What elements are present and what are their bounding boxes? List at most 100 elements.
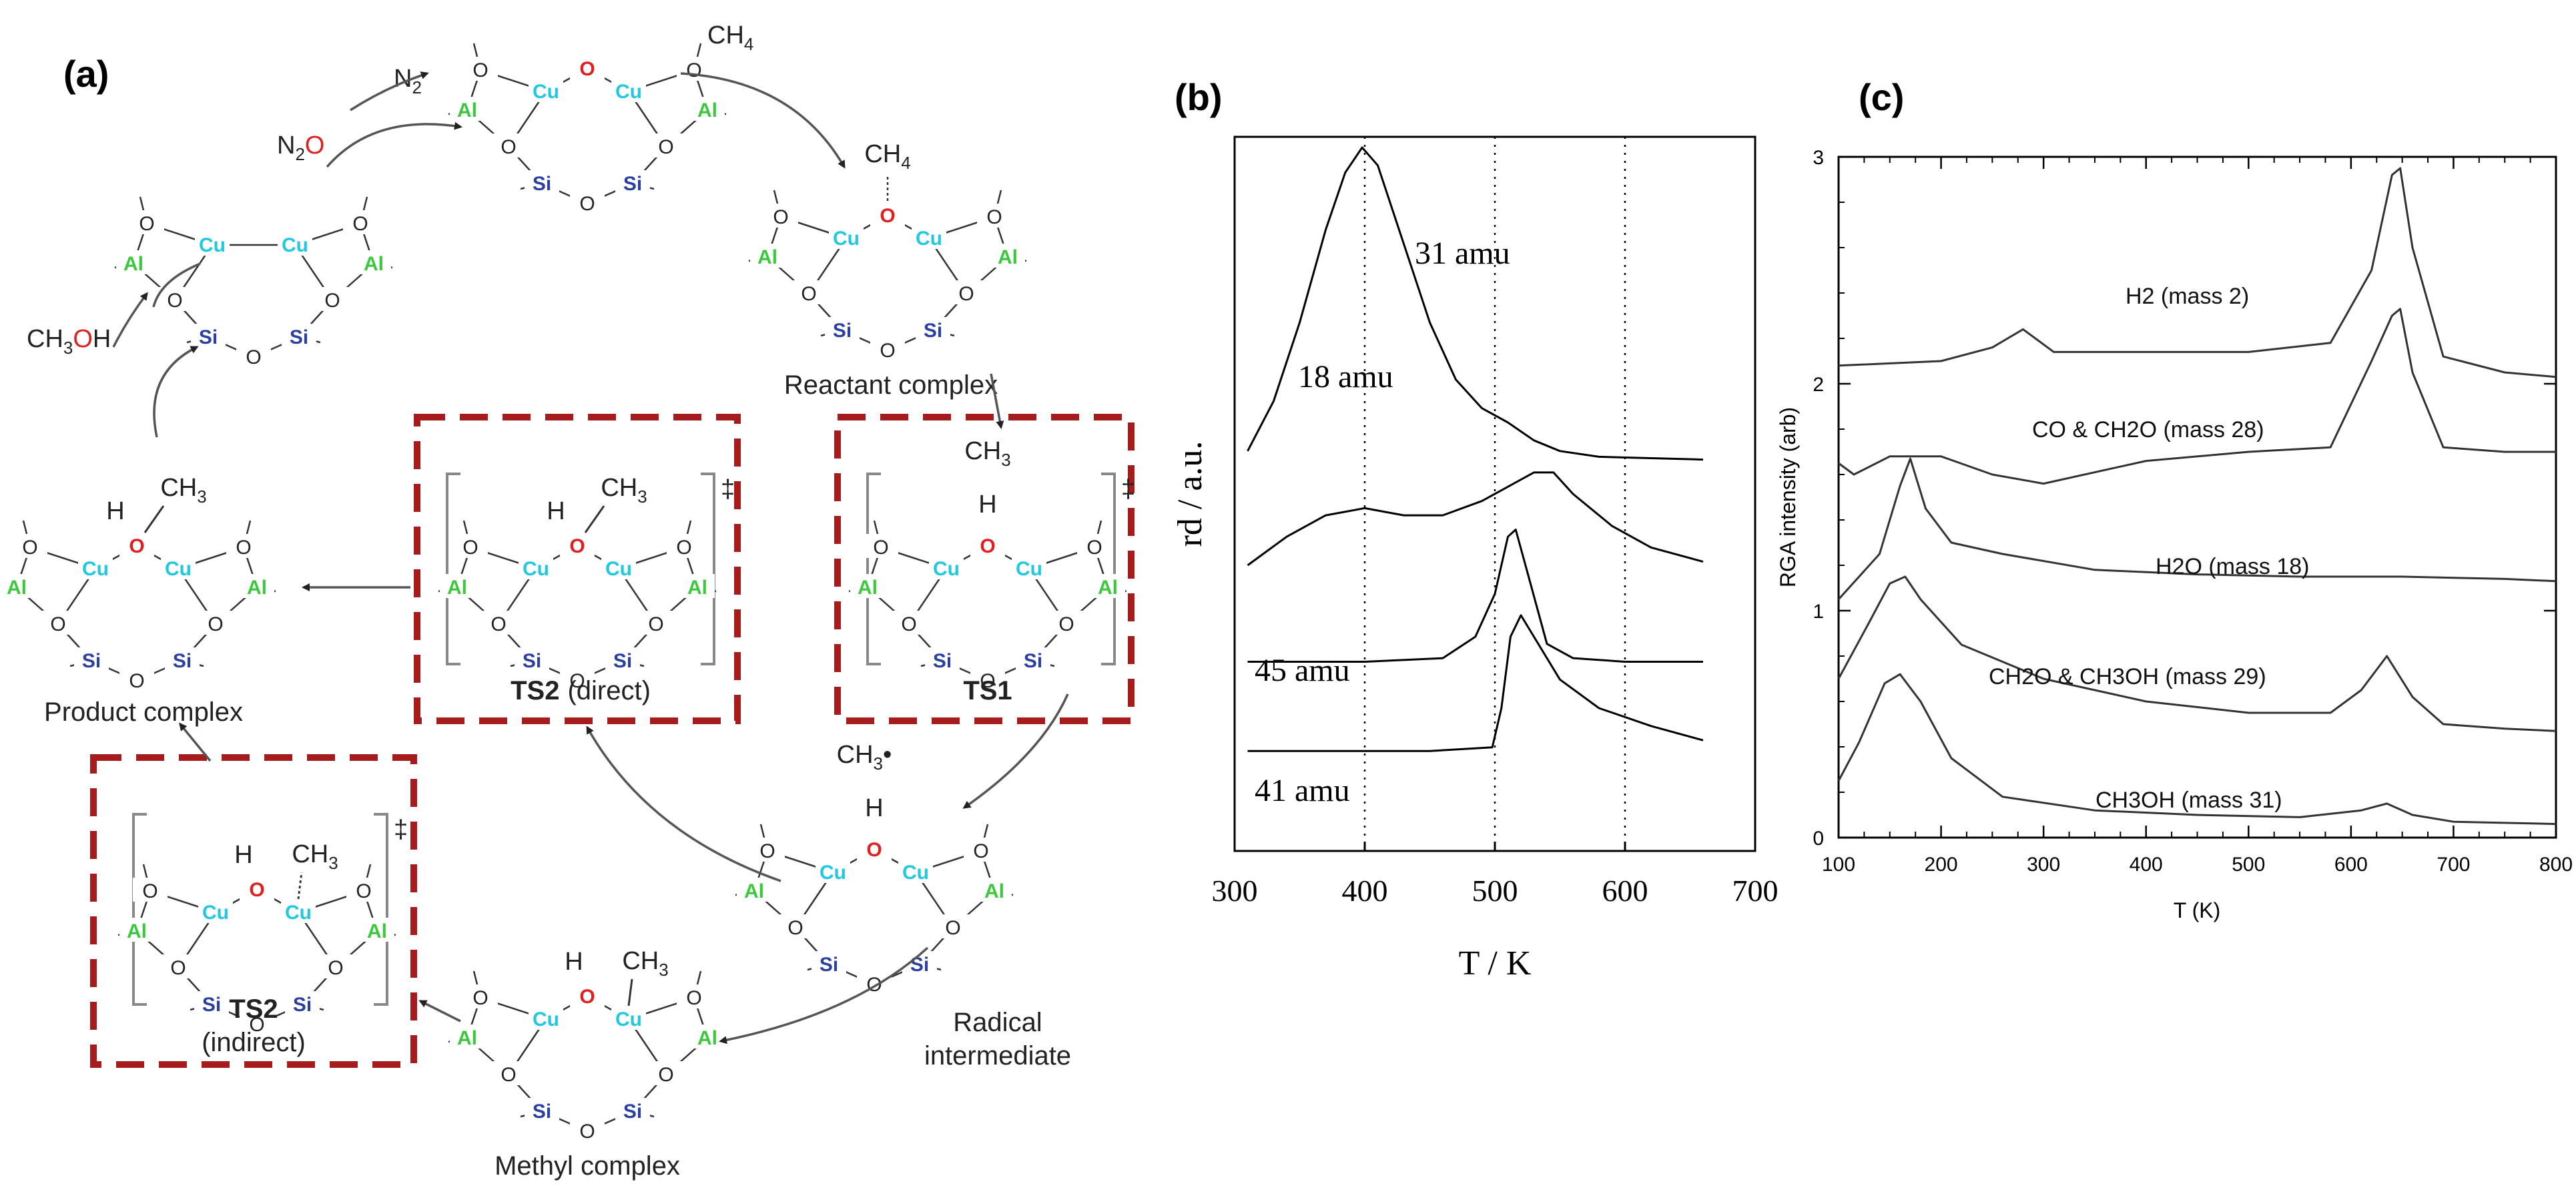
caption-ts1: TS1 bbox=[963, 676, 1012, 705]
copper-atom: Cu bbox=[523, 558, 549, 580]
atom-bg bbox=[949, 280, 984, 304]
ring-oxygen: O bbox=[880, 340, 895, 362]
caption-radical-2: intermediate bbox=[924, 1041, 1071, 1071]
atom-bg bbox=[977, 878, 1012, 902]
bond bbox=[584, 505, 605, 533]
ring-oxygen: O bbox=[246, 346, 261, 368]
ring-oxygen: O bbox=[139, 213, 154, 235]
aluminium-atom: Al bbox=[457, 1027, 477, 1049]
chart-c-y-tick-label: 1 bbox=[1813, 601, 1824, 623]
copper-atom: Cu bbox=[902, 862, 929, 884]
ring-oxygen: O bbox=[676, 537, 691, 559]
caption-methyl: Methyl complex bbox=[495, 1151, 680, 1181]
ts2-indirect-mark: ‡ bbox=[394, 816, 408, 844]
arrow-reactant-ts1 bbox=[990, 373, 1004, 429]
silicon-atom: Si bbox=[910, 954, 929, 976]
arrow-ts1-radical bbox=[962, 693, 1069, 809]
ring-oxygen: O bbox=[901, 613, 916, 635]
ring-oxygen: O bbox=[801, 283, 816, 305]
atom-bg bbox=[892, 611, 926, 635]
atom-bg bbox=[191, 324, 226, 348]
ring-oxygen: O bbox=[249, 1014, 264, 1036]
atom-bg bbox=[356, 250, 391, 274]
aluminium-atom: Al bbox=[7, 577, 27, 599]
atom-bg bbox=[285, 991, 320, 1015]
copper-atom: Cu bbox=[285, 902, 312, 924]
aluminium-atom: Al bbox=[457, 99, 477, 121]
atom-bg bbox=[857, 836, 892, 860]
copper-atom: Cu bbox=[199, 234, 226, 256]
atom-bg bbox=[737, 878, 771, 902]
atom-bg bbox=[529, 1006, 563, 1030]
hydrogen-label: H bbox=[978, 491, 996, 519]
aluminium-atom: Al bbox=[744, 880, 764, 902]
atom-bg bbox=[13, 534, 47, 558]
silicon-atom: Si bbox=[933, 650, 952, 672]
chart-c-series-line bbox=[1837, 575, 2557, 732]
oxo-complex: O O O O O Al Al Cu Cu Si Si O bbox=[448, 43, 727, 215]
methyl-label: CH3 bbox=[160, 474, 206, 507]
ring-oxygen: O bbox=[170, 957, 186, 979]
ring-oxygen: O bbox=[491, 613, 506, 635]
aluminium-atom: Al bbox=[697, 1027, 717, 1049]
arrow-radical-methyl bbox=[719, 946, 929, 1045]
chart-b-tick-label: 300 bbox=[1212, 874, 1258, 908]
chart-c-x-tick-label: 600 bbox=[2334, 854, 2368, 876]
atom-bg bbox=[990, 244, 1025, 268]
atom-bg bbox=[916, 317, 950, 341]
atom-bg bbox=[226, 534, 261, 558]
chart-b-tick-label: 600 bbox=[1602, 874, 1648, 908]
caption-ts2-indirect-1: TS2 bbox=[229, 994, 278, 1024]
atom-bg bbox=[198, 611, 233, 635]
atom-bg bbox=[1049, 611, 1084, 635]
ring-oxygen: O bbox=[686, 987, 701, 1009]
aluminium-atom: Al bbox=[858, 577, 878, 599]
methyl-label: CH3 bbox=[622, 947, 668, 980]
ring-oxygen: O bbox=[472, 59, 488, 81]
panel-c: (c) 100 200 300 400 500 600 700 800 0 1 2 3 H2 (mas… bbox=[1776, 76, 2573, 922]
atom-bg bbox=[119, 918, 154, 942]
reagent-n2: N2 bbox=[394, 65, 422, 97]
atom-bg bbox=[240, 574, 274, 598]
silicon-atom: Si bbox=[833, 320, 852, 342]
atom-bg bbox=[491, 1061, 526, 1085]
atom-bg bbox=[491, 133, 526, 158]
atom-bg bbox=[639, 611, 673, 635]
atom-bg bbox=[194, 991, 229, 1015]
hydrogen-label: H bbox=[234, 841, 252, 869]
arrow-product-bare bbox=[153, 346, 199, 438]
ring-oxygen: O bbox=[658, 1064, 673, 1086]
chart-b-series-label: 41 amu bbox=[1255, 773, 1350, 808]
aluminium-atom: Al bbox=[1098, 577, 1118, 599]
chart-c-series-label: CH2O & CH3OH (mass 29) bbox=[1989, 664, 2266, 689]
chart-c-x-label: T (K) bbox=[2174, 898, 2221, 922]
ring-oxygen: O bbox=[352, 213, 368, 235]
atom-bg bbox=[525, 1098, 559, 1122]
ts-brackets bbox=[132, 473, 1116, 1006]
copper-atom: Cu bbox=[533, 81, 559, 103]
chart-c-y-tick-label: 2 bbox=[1813, 374, 1824, 396]
ts2-direct-mark: ‡ bbox=[721, 475, 735, 503]
chart-c-x-tick-label: 200 bbox=[1925, 854, 1958, 876]
copper-atom: Cu bbox=[533, 1008, 559, 1030]
copper-atom: Cu bbox=[82, 558, 109, 580]
aluminium-atom: Al bbox=[687, 577, 707, 599]
ring-oxygen: O bbox=[759, 840, 775, 862]
chart-c-y-label: RGA intensity (arb) bbox=[1776, 407, 1800, 587]
atom-bg bbox=[346, 878, 381, 902]
atom-bg bbox=[850, 574, 885, 598]
chart-c-x-tick-label: 100 bbox=[1822, 854, 1855, 876]
atom-bg bbox=[680, 574, 715, 598]
bond bbox=[627, 978, 633, 1006]
atom-bg bbox=[898, 859, 933, 883]
bridging-oxygen: O bbox=[866, 839, 882, 861]
chart-b-series-line bbox=[1247, 146, 1704, 461]
chart-b-y-label: rd / a.u. bbox=[1171, 441, 1209, 547]
hydrogen-label: H bbox=[865, 794, 883, 822]
atom-bg bbox=[605, 647, 640, 671]
arrow-n2-out bbox=[350, 71, 429, 111]
arrow-n2o bbox=[326, 121, 462, 168]
chart-c-x-tick-label: 300 bbox=[2027, 854, 2060, 876]
atom-bg bbox=[116, 250, 151, 274]
